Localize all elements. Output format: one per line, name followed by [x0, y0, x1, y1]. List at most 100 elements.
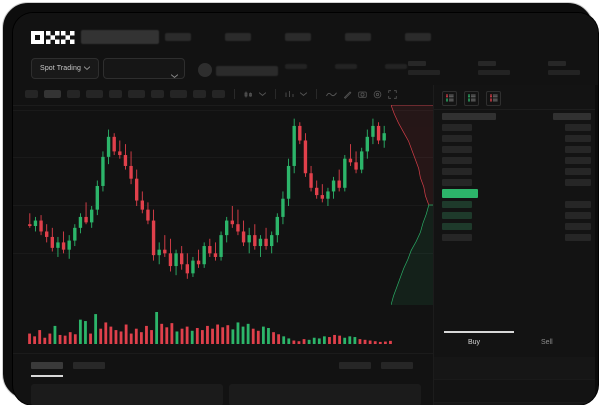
timeframe-2[interactable]: [67, 90, 80, 98]
nav-item-3[interactable]: [345, 33, 371, 41]
grid-line: [13, 205, 433, 206]
stat-label: [548, 61, 566, 66]
camera-icon[interactable]: [358, 90, 367, 99]
search-input[interactable]: [81, 30, 159, 44]
ob-right-cell: [565, 124, 591, 131]
trading-mode-selector[interactable]: Spot Trading: [31, 58, 99, 79]
grid-line: [13, 253, 433, 254]
pair-name-label: [216, 66, 278, 76]
chevron-down-icon: [83, 65, 91, 72]
volume-histogram: [28, 312, 392, 344]
ob-right-cell: [565, 157, 591, 164]
stat-value: [478, 70, 510, 75]
bottom-action-1[interactable]: [381, 362, 413, 369]
market-bar: Spot Trading: [13, 51, 598, 85]
timeframe-9[interactable]: [212, 90, 225, 98]
bottom-tab-0-active[interactable]: [31, 362, 63, 369]
indicator-icon[interactable]: [285, 90, 294, 99]
okx-logo-icon[interactable]: [31, 31, 75, 44]
orderbook-row[interactable]: [434, 122, 598, 133]
orderbook-row[interactable]: [434, 166, 598, 177]
ob-left-cell: [442, 168, 472, 175]
orderbook-row-highlighted[interactable]: [434, 188, 598, 199]
stat-block-2: [548, 61, 580, 75]
timeframe-row: [25, 89, 397, 99]
bottom-panel: [13, 353, 433, 405]
pencil-icon[interactable]: [343, 90, 352, 99]
grid-line: [13, 110, 433, 111]
orderbook-row[interactable]: [434, 199, 598, 210]
ob-left-cell: [442, 157, 472, 164]
ob-right-cell: [565, 135, 591, 142]
bottom-tab-1[interactable]: [73, 362, 105, 369]
top-nav-items: [165, 33, 431, 41]
nav-item-1[interactable]: [225, 33, 251, 41]
ob-right-cell: [565, 212, 591, 219]
ob-left-cell: [442, 179, 472, 186]
timeframe-4[interactable]: [109, 90, 122, 98]
bottom-content-panel-1[interactable]: [229, 384, 421, 405]
toolbar-divider: [316, 89, 317, 99]
mini-stat-0: [285, 64, 307, 69]
orderbook-row[interactable]: [434, 210, 598, 221]
timeframe-7[interactable]: [170, 90, 187, 98]
app-screen: Spot Trading: [13, 13, 598, 405]
chevron-down-icon[interactable]: [300, 92, 307, 96]
nav-item-4[interactable]: [405, 33, 431, 41]
ob-right-cell: [565, 201, 591, 208]
trading-pair-selector[interactable]: [103, 58, 185, 79]
orderbook-row[interactable]: [434, 221, 598, 232]
candlestick-icon[interactable]: [244, 90, 253, 99]
ob-left-cell: [442, 234, 472, 241]
timeframe-5[interactable]: [128, 90, 145, 98]
orderbook-row[interactable]: [434, 144, 598, 155]
toolbar-divider: [234, 89, 235, 99]
orderbook-row[interactable]: [434, 133, 598, 144]
candlestick-series: [28, 118, 386, 279]
orderbook-row[interactable]: [434, 155, 598, 166]
timeframe-0[interactable]: [25, 90, 38, 98]
bottom-content-panel-0[interactable]: [31, 384, 223, 405]
chevron-down-icon[interactable]: [259, 92, 266, 96]
ob-left-cell: [442, 146, 472, 153]
ob-left-cell: [442, 201, 472, 208]
nav-item-0[interactable]: [165, 33, 191, 41]
order-form-row-1[interactable]: [434, 380, 598, 403]
orderbook-and-trade-panel: Buy Sell: [433, 85, 598, 405]
orderbook-row[interactable]: [434, 232, 598, 243]
grid-line: [13, 157, 433, 158]
orderbook-rows: [434, 111, 598, 243]
ob-left-cell: [442, 135, 472, 142]
line-wave-icon[interactable]: [326, 91, 337, 98]
order-form-row-2[interactable]: [434, 403, 598, 405]
ob-right-cell: [565, 179, 591, 186]
timeframe-3[interactable]: [86, 90, 103, 98]
trading-mode-label: Spot Trading: [40, 65, 81, 72]
order-form: [434, 357, 598, 405]
orderbook-bids-icon[interactable]: [464, 91, 479, 106]
settings-icon[interactable]: [373, 90, 382, 99]
timeframe-6[interactable]: [151, 90, 164, 98]
tab-buy[interactable]: Buy: [468, 339, 481, 346]
orderbook-row[interactable]: [434, 111, 598, 122]
timeframe-8[interactable]: [193, 90, 206, 98]
orderbook-both-icon[interactable]: [442, 91, 457, 106]
order-form-row-0[interactable]: [434, 357, 598, 380]
mini-stat-2: [385, 64, 407, 69]
tab-sell[interactable]: Sell: [541, 339, 553, 346]
price-chart[interactable]: [13, 105, 433, 305]
stat-block-1: [478, 61, 510, 75]
stat-label: [408, 61, 426, 66]
bottom-action-0[interactable]: [339, 362, 371, 369]
fullscreen-icon[interactable]: [388, 89, 397, 99]
orderbook-row[interactable]: [434, 177, 598, 188]
orderbook-header-divider: [434, 109, 598, 110]
nav-item-2[interactable]: [285, 33, 311, 41]
panel-scroll-strip[interactable]: [595, 85, 598, 405]
stat-value: [408, 70, 440, 75]
ob-left-cell: [442, 212, 472, 219]
orderbook-asks-icon[interactable]: [486, 91, 501, 106]
timeframe-1-active[interactable]: [44, 90, 61, 98]
bottom-tab-active-underline: [31, 375, 63, 377]
